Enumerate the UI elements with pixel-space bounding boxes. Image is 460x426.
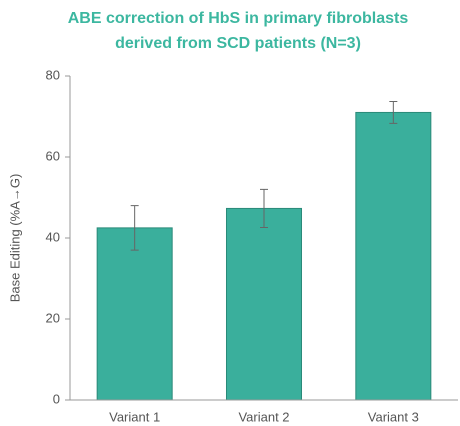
error-bar [389,101,398,124]
x-tick-label: Variant 1 [109,409,160,424]
error-bar [260,188,268,228]
bar [225,207,303,401]
y-tick-label: 60 [46,148,60,163]
y-tick-label: 80 [46,67,60,82]
y-tick-label: 20 [46,310,60,325]
y-tick-label: 40 [46,229,60,244]
chart-title: ABE correction of HbS in primary fibrobl… [68,10,409,27]
error-bar [130,205,139,251]
y-tick-label: 0 [53,391,60,406]
bar [355,111,432,401]
bar [96,227,173,401]
x-tick-label: Variant 2 [238,409,289,424]
y-axis-label: Base Editing (%A→G) [7,174,22,303]
chart-title: derived from SCD patients (N=3) [115,35,361,52]
x-tick-label: Variant 3 [368,409,419,424]
